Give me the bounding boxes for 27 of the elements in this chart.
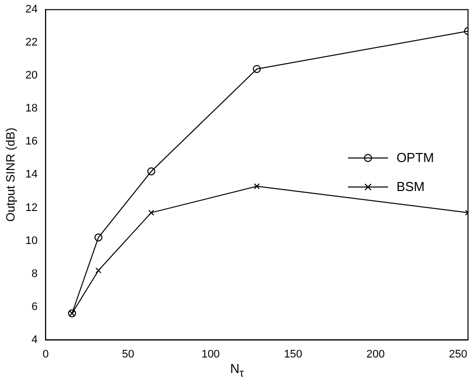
point [94, 233, 102, 242]
y-tick-label: 4 [32, 334, 38, 346]
y-tick-label: 20 [25, 70, 38, 82]
point [95, 267, 102, 274]
y-tick-label: 16 [25, 136, 38, 148]
x-tick-label: 200 [366, 348, 385, 360]
legend-label: BSM [396, 179, 425, 194]
x-tick-label: 100 [201, 348, 220, 360]
y-tick-label: 18 [25, 102, 38, 115]
point [148, 210, 154, 216]
y-tick-label: 24 [25, 4, 38, 16]
legend-label: OPTM [396, 150, 434, 165]
x-tick-label: 250 [448, 348, 468, 360]
y-tick-label: 6 [32, 300, 38, 313]
y-tick-label: 14 [25, 168, 38, 181]
x-axis-title: N$_{τ}$ [229, 361, 245, 380]
y-tick-label: 22 [25, 36, 38, 49]
point [252, 65, 261, 74]
y-tick-label: 8 [32, 268, 38, 280]
x-tick-label: 0 [42, 348, 49, 360]
point [254, 183, 260, 190]
y-tick-label: 12 [25, 202, 38, 214]
y-tick-label: 10 [25, 234, 38, 247]
x-tick-label: 50 [122, 348, 134, 360]
x-tick-label: 150 [284, 348, 302, 360]
y-axis-title: Output SINR (dB) [4, 128, 18, 222]
point [147, 167, 156, 176]
